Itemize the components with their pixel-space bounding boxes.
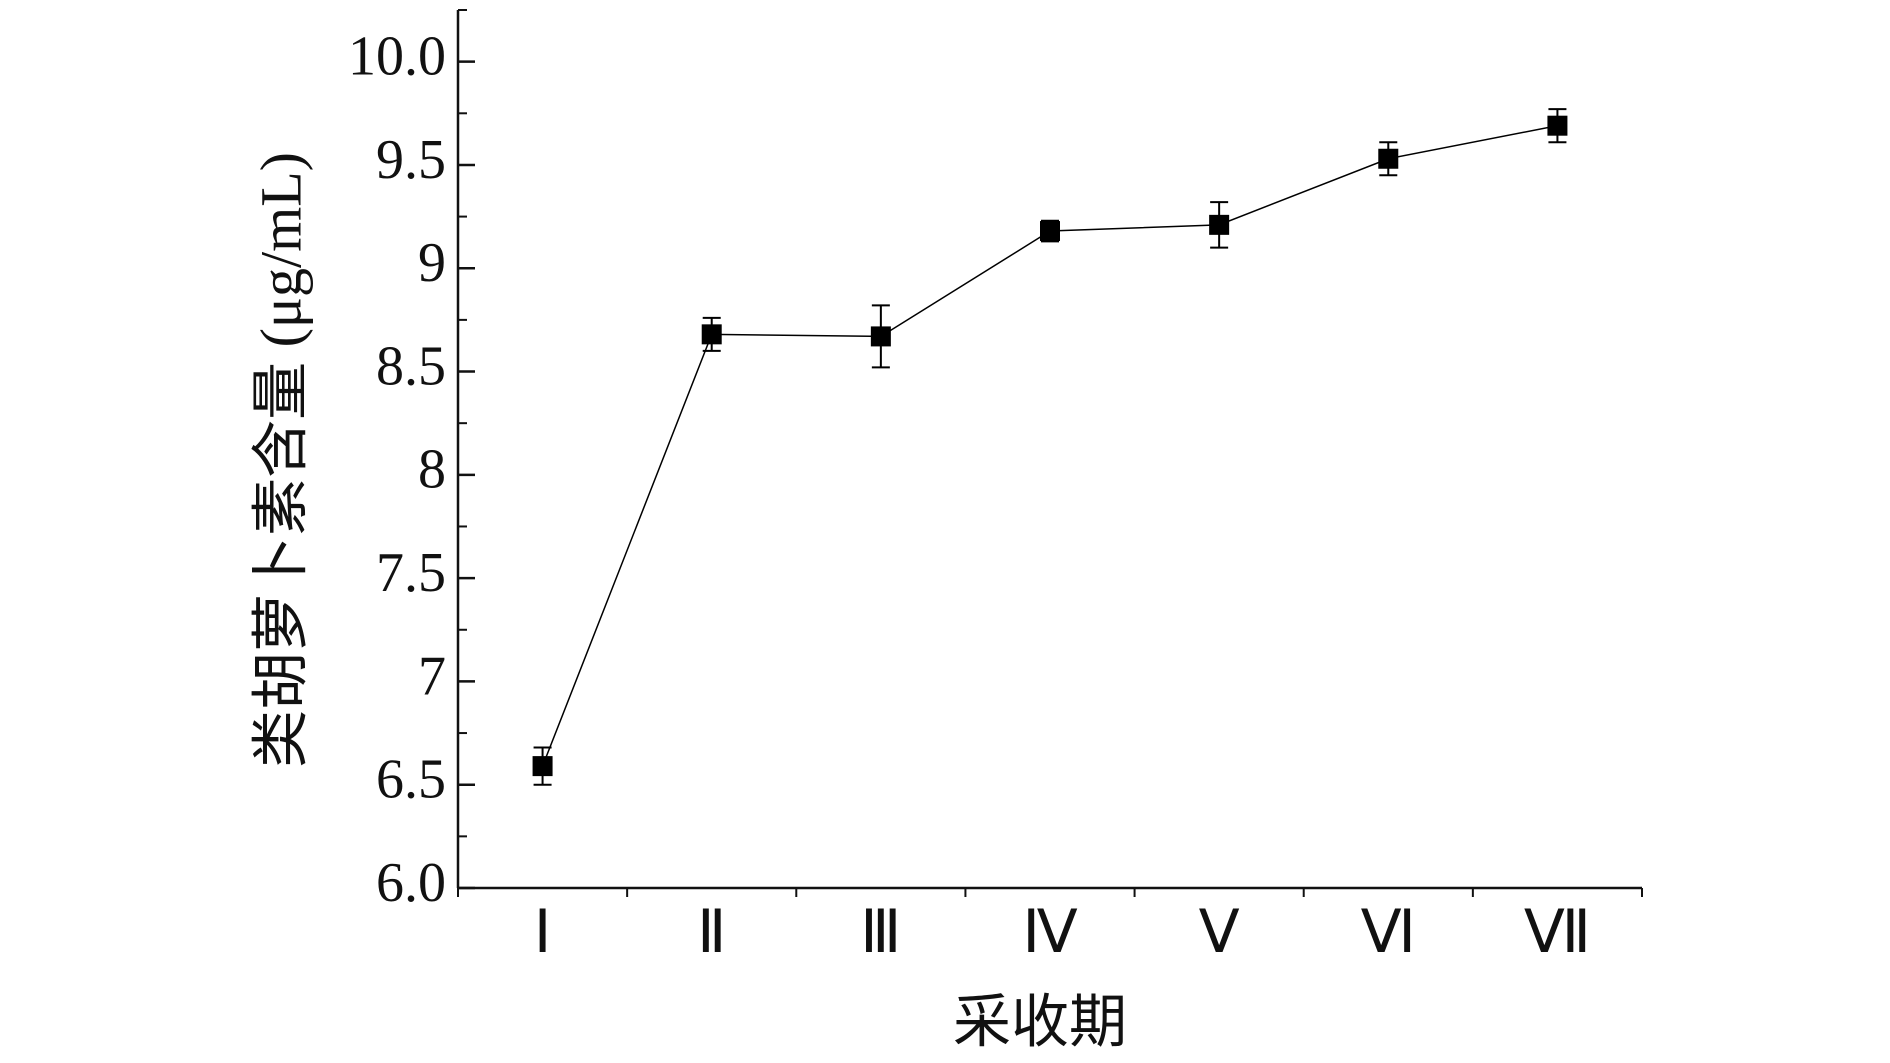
y-tick-label: 9.5 [376,129,446,191]
x-tick-label: Ⅱ [697,899,727,965]
marker [701,324,722,345]
x-tick-label: Ⅶ [1524,899,1591,965]
marker [1547,115,1568,136]
y-tick-label: 7.5 [376,542,446,604]
marker [1209,214,1230,235]
marker [1378,148,1399,169]
y-tick-label: 9 [418,232,446,294]
x-tick-label: Ⅰ [534,899,552,965]
y-tick-label: 10.0 [348,25,446,87]
y-tick-label: 7 [418,645,446,707]
marker [870,326,891,347]
x-tick-label: Ⅵ [1361,899,1416,965]
y-tick-label: 6.0 [376,852,446,914]
x-tick-label: Ⅳ [1022,899,1077,965]
y-tick-label: 8 [418,439,446,501]
y-tick-label: 6.5 [376,749,446,811]
y-tick-label: 8.5 [376,335,446,397]
x-axis-label: 采收期 [953,989,1127,1054]
marker [1040,221,1060,242]
x-tick-label: Ⅴ [1199,899,1240,965]
y-axis-label: 类胡萝卜素含量 (μg/mL) [248,152,313,768]
marker [532,756,553,777]
x-tick-label: Ⅲ [860,899,901,965]
